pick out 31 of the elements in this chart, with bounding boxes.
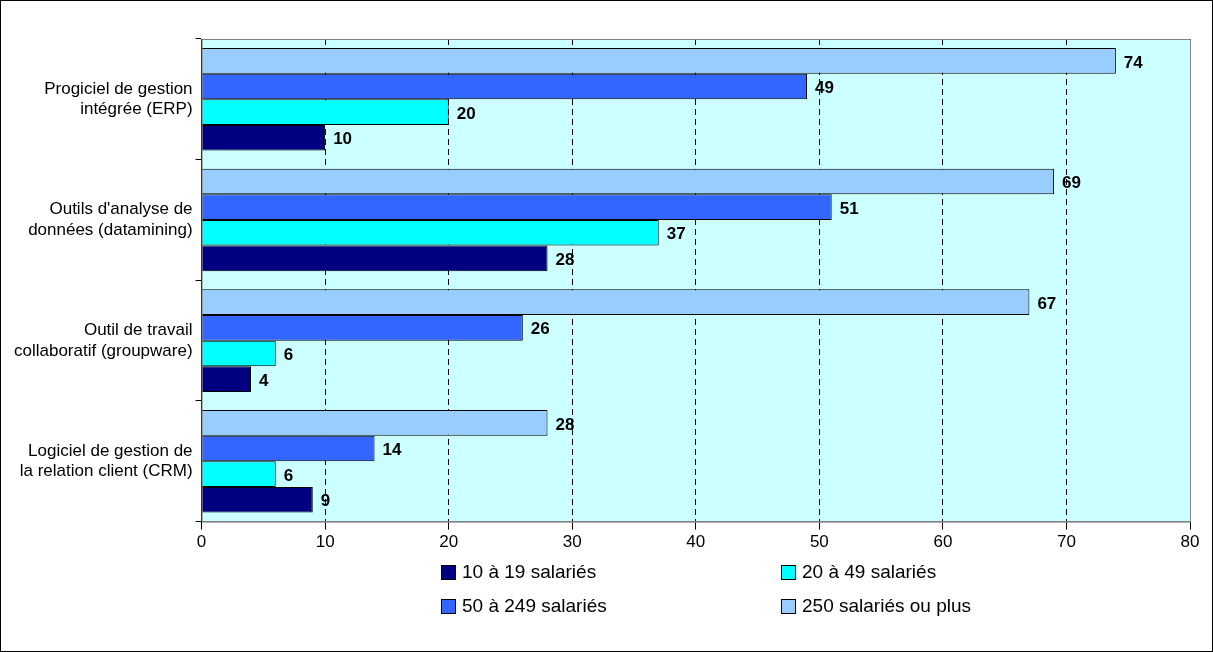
- legend-label: 10 à 19 salariés: [462, 561, 597, 583]
- y-tick-label: Outils d'analyse de données (datamining): [28, 199, 193, 239]
- data-label: 37: [666, 224, 686, 244]
- data-label: 20: [456, 103, 476, 123]
- data-label: 69: [1062, 173, 1082, 193]
- data-label: 51: [839, 198, 859, 218]
- data-label: 10: [333, 129, 353, 149]
- y-tick-label: Logiciel de gestion de la relation client (CRM): [19, 440, 193, 481]
- data-label: 74: [1123, 52, 1144, 72]
- x-tick-label: 40: [686, 532, 706, 552]
- data-label: 26: [530, 319, 550, 339]
- legend-label: 20 à 49 salariés: [802, 561, 937, 583]
- y-tick-label: Progiciel de gestion intégrée (ERP): [44, 78, 193, 119]
- x-tick-label: 60: [933, 532, 953, 552]
- data-label: 6: [283, 345, 294, 365]
- x-tick-label: 20: [439, 532, 459, 552]
- y-tick-label: Outil de travail collaboratif (groupware): [13, 320, 193, 360]
- x-tick-label: 70: [1056, 532, 1076, 552]
- data-label: 67: [1037, 293, 1057, 313]
- data-label: 6: [283, 465, 294, 485]
- x-tick-label: 30: [562, 532, 582, 552]
- data-label: 28: [555, 414, 575, 434]
- x-tick-label: 80: [1180, 532, 1200, 552]
- data-label: 4: [259, 370, 269, 390]
- legend-label: 50 à 249 salariés: [462, 595, 607, 617]
- x-tick-label: 0: [196, 532, 207, 552]
- data-label: 14: [382, 440, 403, 460]
- legend-label: 250 salariés ou plus: [802, 595, 971, 617]
- data-label: 49: [814, 78, 834, 98]
- x-tick-label: 50: [809, 532, 829, 552]
- x-tick-label: 10: [315, 532, 335, 552]
